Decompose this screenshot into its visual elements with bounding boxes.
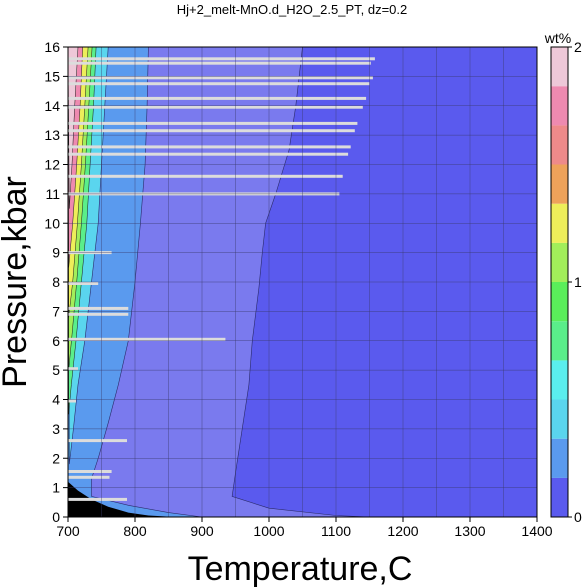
streak [68,96,367,100]
y-axis-label: Pressure,kbar [0,176,34,388]
x-tick-label: 1000 [253,523,284,539]
y-tick-label: 6 [52,333,60,349]
streak [68,57,375,61]
colorbar-tick-label: 0 [574,509,582,525]
streak [68,152,349,156]
streak [68,61,371,65]
streak [68,121,358,125]
y-tick-label: 1 [52,480,60,496]
streak [68,470,112,473]
streak [68,337,226,341]
y-tick-label: 16 [44,39,60,55]
y-tick-label: 12 [44,157,60,173]
colorbar-swatch [551,399,568,439]
colorbar-swatch [551,47,568,87]
colorbar: 0 1 2 [550,39,582,525]
x-tick-label: 1200 [387,523,418,539]
solidus-region [68,481,176,517]
x-tick-label: 900 [190,523,214,539]
x-tick-label: 1100 [321,523,351,539]
streak [68,475,110,479]
y-tick-label: 10 [44,215,60,231]
colorbar-tick-label: 2 [574,39,582,55]
x-tick-label: 1400 [521,523,552,539]
chart-title: Hj+2_melt-MnO.d_H2O_2.5_PT, dz=0.2 [177,2,408,17]
colorbar-label: wt% [544,30,571,46]
streak [68,497,127,501]
streak [68,282,99,285]
streak [68,367,78,371]
x-axis-ticks: 700 800 900 1000 1100 1200 1300 1400 [56,517,553,539]
colorbar-swatch [551,438,568,478]
y-tick-label: 4 [52,392,60,408]
colorbar-swatch [551,86,568,126]
streak [68,145,351,149]
colorbar-swatch [551,477,568,517]
streak [68,306,129,310]
colorbar-swatch [551,203,568,243]
streak [68,399,76,403]
y-tick-label: 13 [44,127,60,143]
colorbar-swatch [551,321,568,361]
y-tick-label: 0 [52,509,60,525]
colorbar-swatch [551,242,568,282]
colorbar-swatch [551,282,568,322]
streak [68,439,127,443]
y-tick-label: 9 [52,245,60,261]
streak [68,312,129,316]
y-tick-label: 15 [44,68,60,84]
y-tick-label: 2 [52,450,60,466]
y-tick-label: 7 [52,303,60,319]
streak [68,105,363,109]
streak [68,82,370,86]
y-tick-label: 8 [52,274,60,290]
x-tick-label: 1300 [454,523,485,539]
streak [68,129,355,133]
colorbar-swatch [551,360,568,400]
y-tick-label: 5 [52,362,60,378]
colorbar-swatch [551,164,568,204]
y-tick-label: 11 [45,186,60,202]
colorbar-swatch [551,125,568,165]
x-tick-label: 700 [56,523,80,539]
streak [68,174,343,178]
y-tick-label: 3 [52,421,60,437]
colorbar-tick-label: 1 [574,274,582,290]
y-tick-label: 14 [44,98,60,114]
x-axis-label: Temperature,C [188,550,413,587]
x-tick-label: 800 [123,523,147,539]
streak [68,76,373,80]
